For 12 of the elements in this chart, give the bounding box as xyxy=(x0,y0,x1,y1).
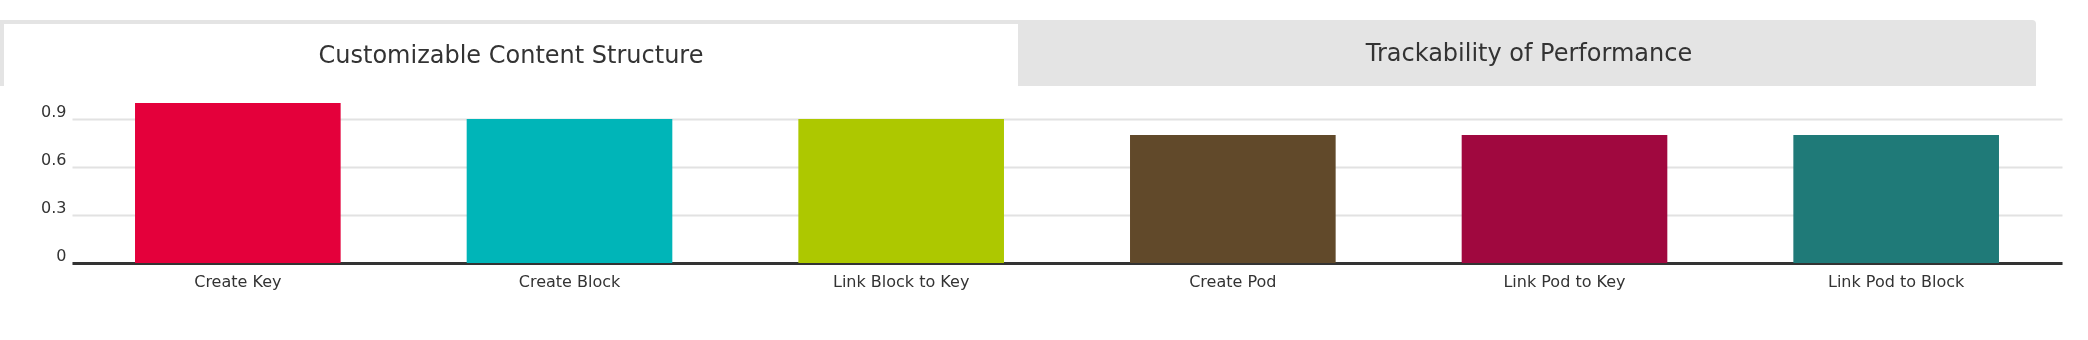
x-tick-label: Create Block xyxy=(518,271,621,291)
text: Trackability of Performance xyxy=(1364,38,1694,69)
x-tick-label: Create Pod xyxy=(1189,271,1277,291)
x-tick-label: Link Pod to Block xyxy=(1827,271,1966,291)
x-tick-label: Link Pod to Key xyxy=(1503,271,1626,291)
x-tick-label: Create Key xyxy=(194,271,282,291)
y-tick-label: 0.9 xyxy=(41,101,67,121)
chart-title: Customizable Content Structure xyxy=(0,20,1022,86)
y-tick-label: 0.3 xyxy=(41,197,67,217)
y-tick-label: 0 xyxy=(56,245,67,265)
x-tick-label: Link Block to Key xyxy=(832,271,970,291)
y-tick-label: 0.6 xyxy=(41,149,67,169)
